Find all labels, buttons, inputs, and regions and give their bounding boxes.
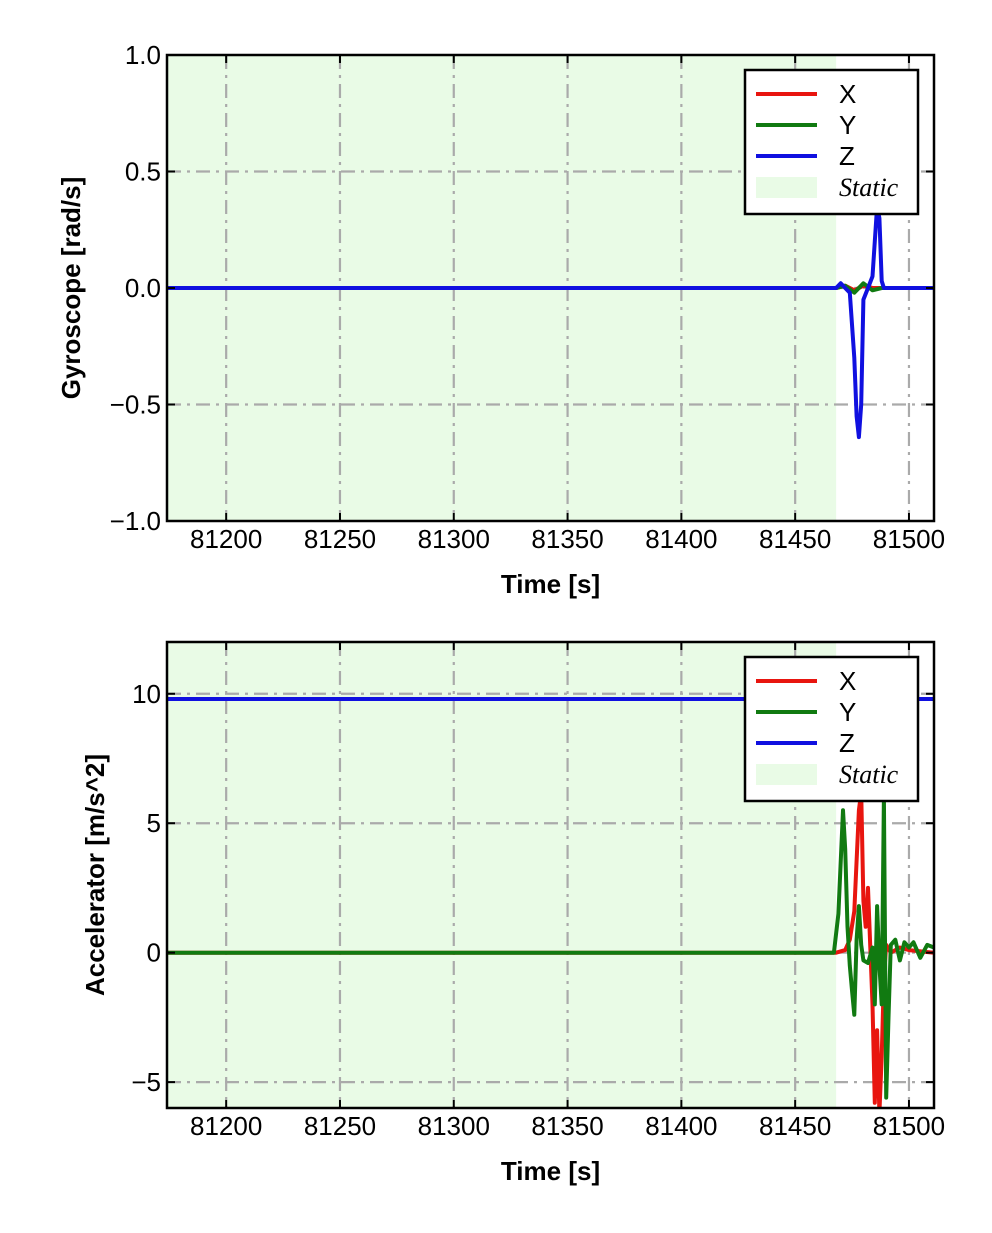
y-tick-label: 0.5 — [125, 157, 161, 187]
x-tick-label: 81300 — [418, 524, 490, 554]
legend-swatch-static — [756, 177, 817, 198]
legend-label-static: Static — [839, 173, 899, 202]
y-axis-title: Accelerator [m/s^2] — [80, 754, 110, 996]
x-tick-label: 81200 — [190, 524, 262, 554]
x-tick-label: 81250 — [304, 524, 376, 554]
series-line-x — [167, 790, 934, 1108]
legend-label-z: Z — [839, 141, 855, 171]
series-group — [167, 204, 934, 440]
static-span — [167, 642, 837, 1108]
y-tick-label: −5 — [131, 1067, 161, 1097]
y-tick-label: 10 — [132, 679, 161, 709]
legend-label-x: X — [839, 79, 856, 109]
chart-panel-1: 81200 81250 81300 81350 81400 81450 81500 −5 0 5 1… — [80, 640, 945, 1186]
y-tick-label: 1.0 — [125, 40, 161, 70]
x-tick-label: 81450 — [759, 524, 831, 554]
y-tick-label: −0.5 — [110, 390, 161, 420]
x-tick-label: 81200 — [190, 1111, 262, 1141]
legend-swatch-static — [756, 764, 817, 785]
x-tick-label: 81350 — [531, 524, 603, 554]
x-tick-label: 81450 — [759, 1111, 831, 1141]
plot-frame — [165, 640, 936, 1110]
y-tick-label: 0.0 — [125, 273, 161, 303]
x-axis-title: Time [s] — [501, 1156, 600, 1186]
x-tick-label: 81400 — [645, 524, 717, 554]
chart-panel-0: 81200 81250 81300 81350 81400 81450 81500 −1.0 −… — [56, 40, 945, 599]
legend-label-y: Y — [839, 697, 856, 727]
legend-label-z: Z — [839, 728, 855, 758]
y-tick-label: 0 — [147, 938, 161, 968]
legend-label-static: Static — [839, 760, 899, 789]
legend-label-x: X — [839, 666, 856, 696]
legend-label-y: Y — [839, 110, 856, 140]
y-tick-label: 5 — [147, 808, 161, 838]
y-tick-label: −1.0 — [110, 506, 161, 536]
x-tick-label: 81500 — [873, 524, 945, 554]
x-tick-label: 81250 — [304, 1111, 376, 1141]
x-tick-label: 81500 — [873, 1111, 945, 1141]
x-tick-label: 81400 — [645, 1111, 717, 1141]
x-tick-label: 81300 — [418, 1111, 490, 1141]
x-axis-title: Time [s] — [501, 569, 600, 599]
series-line-y — [167, 795, 934, 1100]
series-line-z — [167, 204, 934, 440]
x-tick-label: 81350 — [531, 1111, 603, 1141]
y-axis-title: Gyroscope [rad/s] — [56, 177, 86, 400]
